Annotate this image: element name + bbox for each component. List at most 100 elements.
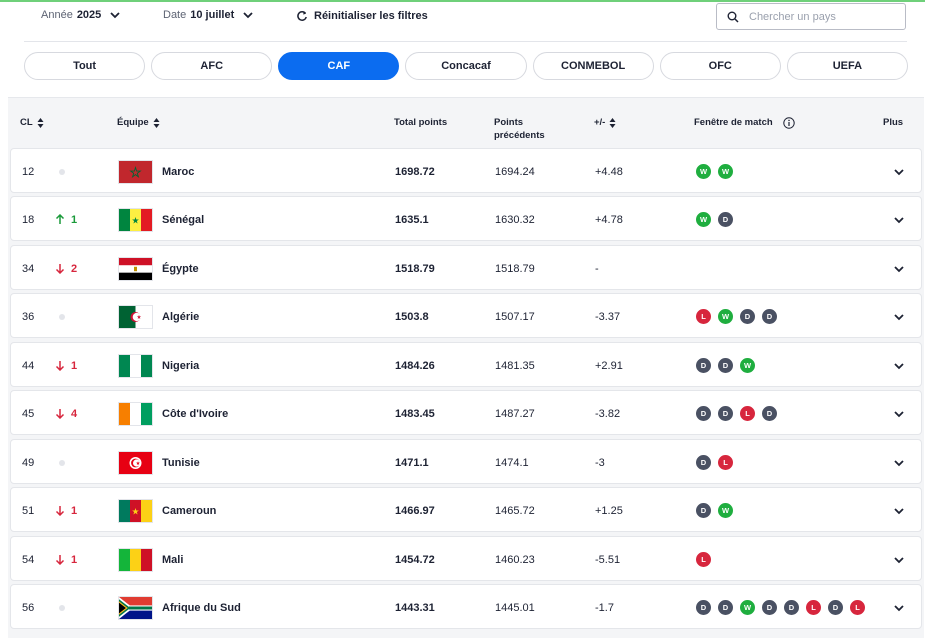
tab-caf[interactable]: CAF	[278, 52, 400, 80]
expand-row-button[interactable]	[890, 246, 908, 291]
chevron-down-icon	[894, 313, 904, 320]
match-result-badge[interactable]: D	[784, 600, 799, 615]
tab-afc[interactable]: AFC	[151, 52, 273, 80]
expand-row-button[interactable]	[890, 149, 908, 194]
expand-row-button[interactable]	[890, 488, 908, 533]
match-result-badge[interactable]: D	[762, 406, 777, 421]
rank-move: 1	[55, 488, 77, 533]
table-row[interactable]: 34 2 Égypte 1518.79 1518.79 -	[10, 245, 922, 290]
total-points: 1466.97	[395, 504, 435, 517]
team-flag	[118, 585, 153, 630]
match-result-badge[interactable]: D	[696, 406, 711, 421]
table-row[interactable]: 51 1 Cameroun 1466.97 1465.72 +1.25 D W	[10, 487, 922, 532]
match-result-badge[interactable]: L	[806, 600, 821, 615]
expand-row-button[interactable]	[890, 197, 908, 242]
team-name[interactable]: Cameroun	[162, 504, 217, 517]
expand-row-button[interactable]	[890, 294, 908, 339]
match-result-badge[interactable]: D	[762, 600, 777, 615]
team-name[interactable]: Afrique du Sud	[162, 601, 241, 614]
match-result-badge[interactable]: D	[696, 600, 711, 615]
search-box[interactable]	[716, 3, 906, 30]
tab-conmebol[interactable]: CONMEBOL	[532, 52, 654, 80]
flag-cameroun-icon	[118, 498, 153, 523]
match-result-badge[interactable]: D	[696, 455, 711, 470]
match-result-badge[interactable]: W	[740, 358, 755, 373]
match-result-badge[interactable]: D	[696, 358, 711, 373]
tab-concacaf[interactable]: Concacaf	[405, 52, 527, 80]
expand-row-button[interactable]	[890, 440, 908, 485]
no-change-dot	[59, 168, 65, 175]
arrow-down-icon	[55, 506, 65, 516]
match-result-badge[interactable]: D	[718, 358, 733, 373]
team-name[interactable]: Nigeria	[162, 359, 200, 372]
match-result-badge[interactable]: W	[718, 164, 733, 179]
team-name[interactable]: Mali	[162, 553, 184, 566]
flag-tunisie-icon	[118, 450, 153, 475]
team-name[interactable]: Égypte	[162, 262, 199, 275]
table-row[interactable]: 49 Tunisie 1471.1 1474.1 -3 D L	[10, 439, 922, 484]
header-team[interactable]: Équipe	[117, 116, 160, 129]
header-diff-label: +/-	[594, 117, 606, 128]
previous-points: 1465.72	[495, 504, 535, 517]
match-result-badge[interactable]: D	[740, 309, 755, 324]
rank: 44	[22, 359, 35, 372]
date-filter-label: Date	[163, 9, 187, 21]
rank-move	[55, 585, 65, 630]
match-result-badge[interactable]: D	[696, 503, 711, 518]
team-name[interactable]: Tunisie	[162, 456, 200, 469]
total-points: 1443.31	[395, 601, 435, 614]
expand-row-button[interactable]	[890, 585, 908, 630]
tab-tout[interactable]: Tout	[24, 52, 146, 80]
table-row[interactable]: 44 1 Nigeria 1484.26 1481.35 +2.91 D D W	[10, 342, 922, 387]
table-row[interactable]: 36 Algérie 1503.8 1507.17 -3.37 L W D D	[10, 293, 922, 338]
tab-uefa[interactable]: UEFA	[786, 52, 908, 80]
table-row[interactable]: 56 Afrique du Sud 1443.31 1445.01 -1.7 D D W D D L…	[10, 584, 922, 629]
flag-nigeria-icon	[118, 353, 153, 378]
table-row[interactable]: 45 4 Côte d'Ivoire 1483.45 1487.27 -3.82 D D L D	[10, 390, 922, 435]
match-result-badge[interactable]: L	[696, 552, 711, 567]
tab-ofc[interactable]: OFC	[659, 52, 781, 80]
rank-move-value: 1	[71, 553, 78, 566]
expand-row-button[interactable]	[890, 343, 908, 388]
total-points: 1471.1	[395, 456, 429, 469]
table-row[interactable]: 54 1 Mali 1454.72 1460.23 -5.51 L	[10, 536, 922, 581]
expand-row-button[interactable]	[890, 391, 908, 436]
team-flag	[118, 294, 153, 339]
match-result-badge[interactable]: L	[850, 600, 865, 615]
team-flag	[118, 343, 153, 388]
match-result-badge[interactable]: L	[696, 309, 711, 324]
search-input[interactable]	[747, 9, 901, 24]
match-result-badge[interactable]: W	[740, 600, 755, 615]
year-filter[interactable]: Année 2025	[41, 9, 121, 21]
table-row[interactable]: 12 Maroc 1698.72 1694.24 +4.48 W W	[10, 148, 922, 193]
date-filter[interactable]: Date 10 juillet	[163, 9, 254, 21]
year-filter-label: Année	[41, 9, 73, 21]
table-row[interactable]: 18 1 Sénégal 1635.1 1630.32 +4.78 W D	[10, 196, 922, 241]
match-result-badge[interactable]: L	[718, 455, 733, 470]
team-name[interactable]: Côte d'Ivoire	[162, 407, 229, 420]
match-result-badge[interactable]: D	[718, 406, 733, 421]
match-result-badge[interactable]: W	[718, 503, 733, 518]
match-result-badge[interactable]: D	[718, 212, 733, 227]
match-result-badge[interactable]: W	[718, 309, 733, 324]
header-diff[interactable]: +/-	[594, 116, 616, 129]
team-flag	[118, 391, 153, 436]
team-name[interactable]: Maroc	[162, 165, 195, 178]
info-icon[interactable]	[782, 116, 795, 129]
match-result-badge[interactable]: W	[696, 164, 711, 179]
no-change-dot	[59, 604, 65, 611]
match-result-badge[interactable]: D	[718, 600, 733, 615]
team-flag	[118, 149, 153, 194]
expand-row-button[interactable]	[890, 537, 908, 582]
match-result-badge[interactable]: D	[828, 600, 843, 615]
header-rank[interactable]: CL	[20, 116, 44, 129]
team-name[interactable]: Sénégal	[162, 213, 205, 226]
chevron-down-icon	[894, 507, 904, 514]
reset-filters-button[interactable]: Réinitialiser les filtres	[296, 10, 428, 22]
team-name[interactable]: Algérie	[162, 310, 200, 323]
match-result-badge[interactable]: D	[762, 309, 777, 324]
header-match-window: Fenêtre de match	[694, 116, 795, 129]
match-result-badge[interactable]: W	[696, 212, 711, 227]
match-result-badge[interactable]: L	[740, 406, 755, 421]
